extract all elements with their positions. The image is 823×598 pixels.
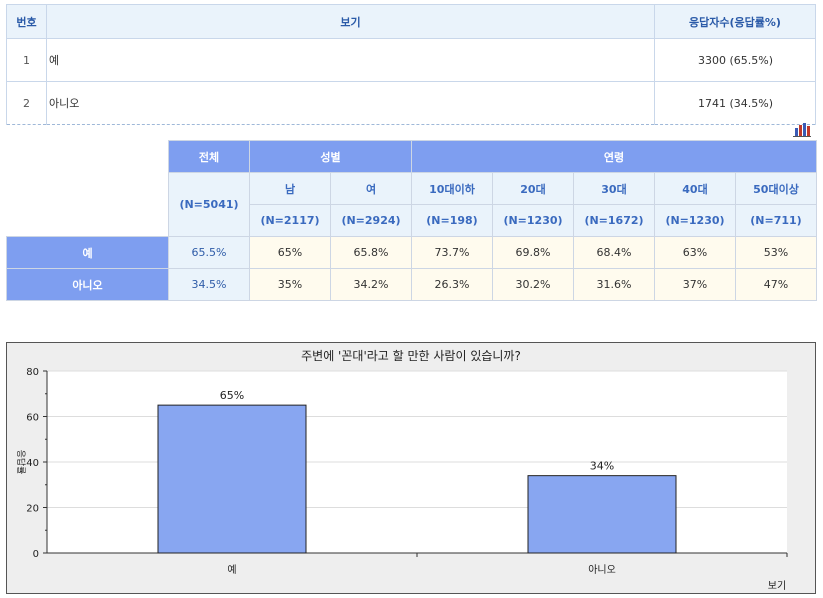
column-label: 20대 (492, 172, 574, 205)
row-number: 1 (6, 38, 47, 82)
summary-table: 번호 보기 응답자수(응답률%) 1 예 3300 (65.5%) 2 아니오 … (6, 4, 816, 125)
x-axis-title: 보기 (768, 580, 786, 592)
column-label: 10대이하 (411, 172, 493, 205)
bar (157, 404, 307, 554)
column-n: (N=1672) (573, 204, 655, 237)
row-total: 65.5% (168, 236, 250, 269)
row-total: 34.5% (168, 268, 250, 301)
table-row: 2 아니오 1741 (34.5%) (6, 81, 816, 125)
column-label: 50대이상 (735, 172, 817, 205)
cell-value: 65% (249, 236, 331, 269)
data-label: 65% (220, 389, 244, 402)
corner-cell (6, 140, 169, 237)
y-tick-label: 80 (26, 367, 39, 378)
row-label: 예 (6, 236, 169, 269)
y-tick-label: 60 (26, 413, 39, 424)
column-n: (N=711) (735, 204, 817, 237)
summary-header-row: 번호 보기 응답자수(응답률%) (6, 4, 816, 39)
x-tick-label: 예 (227, 564, 236, 576)
bar-chart-icon[interactable] (793, 122, 811, 137)
y-axis-title: 응답률 (15, 450, 27, 475)
cell-value: 63% (654, 236, 736, 269)
column-n: (N=2117) (249, 204, 331, 237)
cell-value: 34.2% (330, 268, 412, 301)
bar-chart: 주변에 '꼰대'라고 할 만한 사람이 있습니까? 0 20 40 60 80 65% 예 3… (6, 342, 816, 594)
table-row: 아니오 34.5% 35% 34.2% 26.3% 30.2% 31.6% 37… (6, 268, 817, 301)
y-tick-label: 20 (26, 504, 39, 515)
column-label: 여 (330, 172, 412, 205)
header-gender: 성별 (249, 140, 412, 173)
cell-value: 68.4% (573, 236, 655, 269)
row-option: 예 (46, 38, 655, 82)
cell-value: 26.3% (411, 268, 493, 301)
column-n: (N=1230) (654, 204, 736, 237)
table-row: 예 65.5% 65% 65.8% 73.7% 69.8% 68.4% 63% … (6, 236, 817, 269)
cell-value: 35% (249, 268, 331, 301)
header-option: 보기 (46, 4, 655, 39)
cell-value: 73.7% (411, 236, 493, 269)
table-row: 1 예 3300 (65.5%) (6, 38, 816, 82)
cell-value: 53% (735, 236, 817, 269)
column-label: 30대 (573, 172, 655, 205)
y-tick-label: 0 (33, 549, 39, 560)
cell-value: 30.2% (492, 268, 574, 301)
header-count: 응답자수(응답률%) (654, 4, 816, 39)
x-tick-label: 아니오 (588, 564, 616, 576)
data-label: 34% (590, 460, 614, 473)
header-age: 연령 (411, 140, 817, 173)
header-no: 번호 (6, 4, 47, 39)
row-label: 아니오 (6, 268, 169, 301)
header-total: 전체 (168, 140, 250, 173)
total-n: (N=5041) (168, 172, 250, 237)
cell-value: 65.8% (330, 236, 412, 269)
column-n: (N=198) (411, 204, 493, 237)
column-n: (N=2924) (330, 204, 412, 237)
cell-value: 31.6% (573, 268, 655, 301)
y-tick-label: 40 (26, 458, 39, 469)
column-label: 40대 (654, 172, 736, 205)
row-count: 3300 (65.5%) (654, 38, 816, 82)
column-label: 남 (249, 172, 331, 205)
cell-value: 47% (735, 268, 817, 301)
row-option: 아니오 (46, 81, 655, 125)
chart-title: 주변에 '꼰대'라고 할 만한 사람이 있습니까? (301, 349, 521, 363)
bar (527, 475, 677, 554)
column-n: (N=1230) (492, 204, 574, 237)
row-count: 1741 (34.5%) (654, 81, 816, 125)
crosstab-table: 전체 성별 연령 (N=5041) 남 여 10대이하 20대 30대 40대 … (6, 140, 817, 301)
row-number: 2 (6, 81, 47, 125)
cell-value: 69.8% (492, 236, 574, 269)
cell-value: 37% (654, 268, 736, 301)
